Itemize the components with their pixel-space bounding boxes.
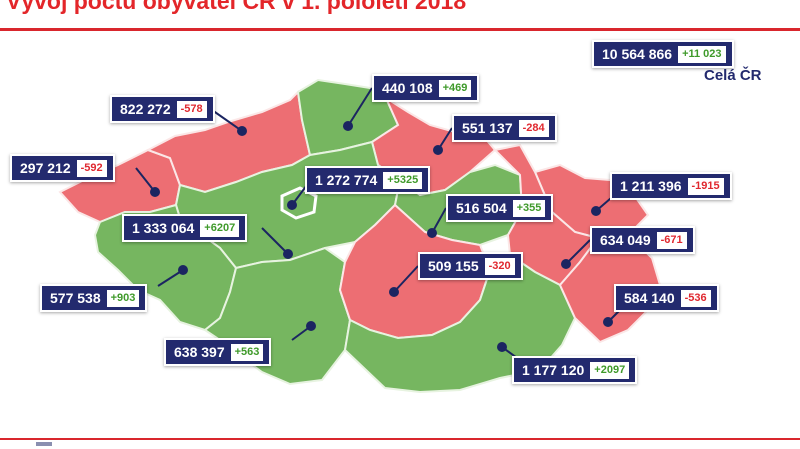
- region-change-badge: -592: [76, 159, 107, 177]
- region-population: 1 272 774: [315, 172, 378, 188]
- country-total-label: 10 564 866 +11 023: [592, 40, 734, 68]
- region-label-pardubicky: 516 504 +355: [446, 194, 554, 222]
- region-change-badge: +563: [230, 343, 264, 361]
- region-change-badge: -320: [484, 257, 515, 275]
- region-population: 509 155: [428, 258, 479, 274]
- region-change-badge: +355: [512, 199, 546, 217]
- region-population: 822 272: [120, 101, 171, 117]
- region-change-badge: -578: [176, 100, 207, 118]
- region-change-badge: +2097: [590, 361, 630, 379]
- region-label-jihocesky: 638 397 +563: [164, 338, 272, 366]
- region-population: 1 177 120: [522, 362, 585, 378]
- region-population: 1 333 064: [132, 220, 195, 236]
- region-population: 584 140: [624, 290, 675, 306]
- page-title: Vývoj počtu obyvatel ČR v 1. pololetí 20…: [6, 0, 467, 14]
- region-label-zlinsky: 584 140 -536: [614, 284, 719, 312]
- region-population: 1 211 396: [620, 178, 682, 194]
- region-change-badge: -284: [518, 119, 549, 137]
- region-population: 634 049: [600, 232, 651, 248]
- region-label-stredocesky: 1 333 064 +6207: [122, 214, 248, 242]
- region-change-badge: -671: [656, 231, 687, 249]
- region-change-badge: -536: [680, 289, 711, 307]
- country-population: 10 564 866: [602, 46, 673, 62]
- country-change-badge: +11 023: [678, 45, 726, 63]
- footer-divider: [0, 438, 800, 440]
- region-label-plzensky: 577 538 +903: [40, 284, 148, 312]
- title-divider: [0, 28, 800, 31]
- region-change-badge: -1915: [687, 177, 724, 195]
- region-population: 577 538: [50, 290, 101, 306]
- region-label-karlovarsky: 297 212 -592: [10, 154, 115, 182]
- region-label-liberecky: 440 108 +469: [372, 74, 480, 102]
- region-population: 551 137: [462, 120, 513, 136]
- region-label-kralovehradecky: 551 137 -284: [452, 114, 557, 142]
- region-label-ustecky: 822 272 -578: [110, 95, 215, 123]
- region-label-praha: 1 272 774 +5325: [305, 166, 431, 194]
- region-population: 440 108: [382, 80, 433, 96]
- region-praha: [280, 186, 318, 220]
- region-change-badge: +6207: [200, 219, 240, 237]
- region-change-badge: +903: [106, 289, 140, 307]
- region-label-vysocina: 509 155 -320: [418, 252, 523, 280]
- region-label-moravskoslezsky: 1 211 396 -1915: [610, 172, 732, 200]
- footer-logo-fragment: [36, 442, 52, 446]
- region-population: 297 212: [20, 160, 71, 176]
- region-label-olomoucky: 634 049 -671: [590, 226, 695, 254]
- region-population: 516 504: [456, 200, 507, 216]
- region-markers: [150, 121, 613, 352]
- region-change-badge: +5325: [383, 171, 423, 189]
- region-change-badge: +469: [438, 79, 472, 97]
- region-population: 638 397: [174, 344, 225, 360]
- country-caption: Celá ČR: [704, 67, 762, 84]
- region-label-jihomoravsky: 1 177 120 +2097: [512, 356, 638, 384]
